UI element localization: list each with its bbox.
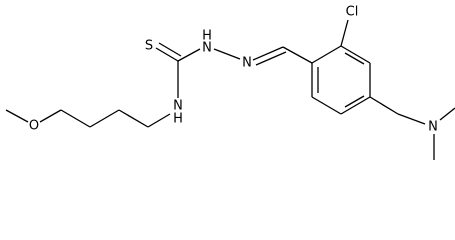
atom-label: O <box>29 119 39 134</box>
bond <box>369 96 399 115</box>
bond <box>60 109 91 128</box>
bond <box>39 109 62 123</box>
bond <box>147 113 171 128</box>
bond <box>340 45 371 64</box>
bond <box>344 52 365 65</box>
bond <box>340 19 349 47</box>
bond <box>340 96 371 115</box>
bond <box>252 46 284 61</box>
bond <box>177 48 201 62</box>
bond <box>311 45 342 64</box>
atom-label: S <box>145 39 153 54</box>
bond <box>344 95 365 108</box>
bond <box>118 109 149 128</box>
atom-label: N <box>242 56 252 71</box>
bonds <box>5 19 455 160</box>
bond <box>282 46 313 64</box>
atom-label: N <box>173 99 183 114</box>
bond <box>255 51 287 66</box>
bond <box>311 96 342 115</box>
atom-label: N <box>428 120 438 135</box>
bond <box>155 47 179 62</box>
structure-diagram: S H N N Cl N N H O <box>5 5 455 160</box>
atom-label: H <box>202 29 212 44</box>
atom-label: N <box>202 41 212 56</box>
atom-label: Cl <box>346 5 359 20</box>
bond <box>5 109 29 123</box>
bond <box>158 42 182 57</box>
bond <box>439 107 455 121</box>
bond <box>213 48 241 60</box>
bond <box>89 109 120 128</box>
atom-label: H <box>173 112 183 127</box>
bond <box>397 113 426 125</box>
